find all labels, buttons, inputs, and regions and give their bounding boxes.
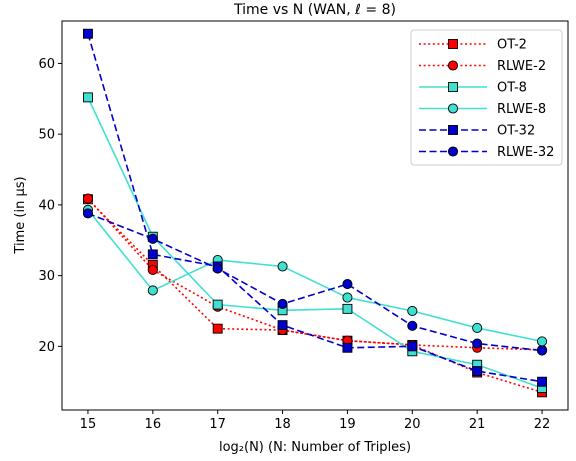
- data-point: [342, 303, 353, 314]
- legend-marker: [448, 125, 458, 135]
- y-tick-label: 60: [38, 57, 55, 72]
- legend-item: OT-8: [419, 81, 527, 96]
- legend-item: RLWE-2: [419, 59, 546, 74]
- data-point: [277, 298, 288, 309]
- legend-marker: [448, 82, 458, 92]
- x-tick-label: 15: [80, 417, 97, 432]
- data-point: [537, 336, 548, 347]
- legend-label: RLWE-2: [497, 59, 546, 74]
- series-line: [87, 212, 543, 352]
- legend-marker: [447, 146, 459, 157]
- data-point: [147, 249, 158, 260]
- data-point: [82, 193, 93, 204]
- data-point: [472, 322, 483, 334]
- series-line: [87, 209, 543, 343]
- legend-item: RLWE-8: [419, 102, 546, 117]
- y-tick-label: 40: [38, 198, 55, 213]
- legend-label: OT-8: [497, 81, 527, 96]
- series-line: [87, 97, 543, 389]
- plot-area: [82, 28, 548, 398]
- series-line: [87, 197, 543, 351]
- x-tick-label: 19: [339, 417, 356, 432]
- legend: OT-2 RLWE-2 OT-8 RLWE-8 OT-32 RLWE-32: [410, 29, 563, 166]
- x-tick-label: 21: [469, 417, 486, 432]
- series-rlwe-8: [82, 204, 548, 347]
- y-tick-label: 50: [38, 128, 55, 143]
- legend-item: RLWE-32: [419, 145, 554, 160]
- legend-marker: [448, 39, 458, 49]
- x-axis-label: log₂(N) (N: Number of Triples): [219, 440, 411, 455]
- data-point: [407, 320, 418, 331]
- data-point: [147, 264, 158, 276]
- legend-label: RLWE-8: [497, 102, 546, 117]
- x-tick-label: 16: [145, 417, 162, 432]
- data-point: [407, 305, 418, 317]
- plot-frame: [61, 20, 569, 411]
- legend-label: OT-2: [497, 38, 527, 53]
- data-point: [342, 292, 353, 303]
- y-tick-label: 30: [38, 269, 55, 284]
- legend-label: OT-32: [497, 124, 535, 139]
- data-point: [342, 342, 353, 353]
- y-axis-label: Time (in μs): [13, 176, 28, 254]
- data-point: [212, 299, 223, 310]
- data-point: [82, 208, 93, 219]
- series-rlwe-32: [82, 208, 548, 356]
- legend-item: OT-2: [419, 38, 527, 53]
- data-point: [537, 376, 548, 387]
- x-tick-label: 20: [404, 417, 421, 432]
- data-point: [82, 92, 93, 103]
- axes: 15 16 17 18 19 20 21 22 20 30 40 50 60: [38, 57, 550, 432]
- legend-marker: [447, 103, 459, 114]
- data-point: [407, 341, 418, 352]
- data-point: [147, 233, 158, 244]
- legend-label: RLWE-32: [497, 145, 554, 160]
- data-point: [212, 263, 223, 274]
- y-tick-label: 20: [38, 340, 55, 355]
- x-tick-label: 17: [209, 417, 226, 432]
- data-point: [212, 323, 223, 334]
- data-point: [147, 285, 158, 296]
- data-point: [472, 338, 483, 349]
- data-point: [472, 366, 483, 377]
- chart-title: Time vs N (WAN, ℓ = 8): [233, 2, 396, 18]
- legend-item: OT-32: [419, 124, 535, 139]
- x-tick-label: 18: [274, 417, 291, 432]
- x-tick-label: 22: [534, 417, 551, 432]
- data-point: [537, 345, 548, 356]
- data-point: [342, 279, 353, 290]
- data-point: [82, 28, 93, 39]
- data-point: [277, 320, 288, 331]
- legend-marker: [447, 60, 459, 71]
- series-ot-8: [82, 92, 548, 394]
- data-point: [277, 261, 288, 272]
